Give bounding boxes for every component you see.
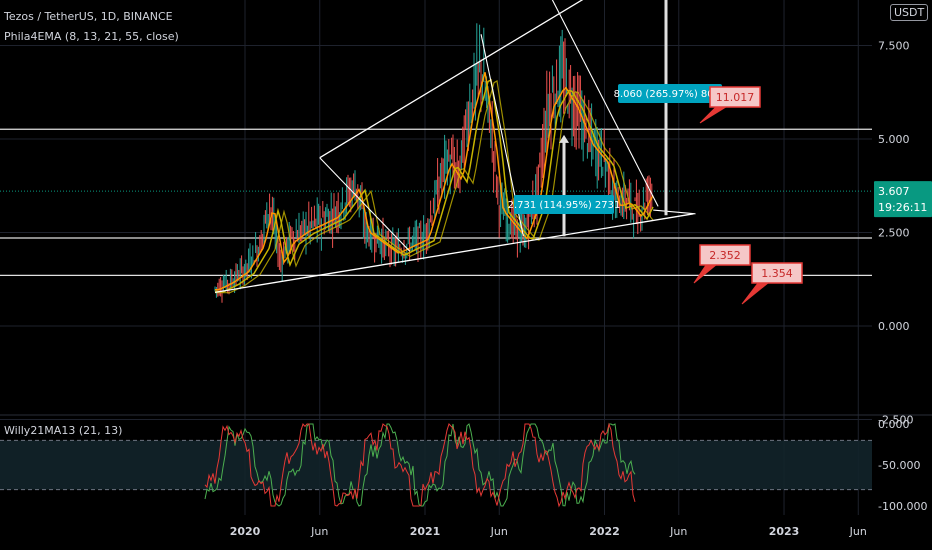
horizontal-levels: [0, 128, 872, 277]
oscillator-band: [0, 440, 872, 490]
trendline: [214, 213, 694, 293]
callout-label: 11.017: [716, 91, 755, 104]
x-tick-label: Jun: [490, 525, 508, 538]
measure-label-box: [618, 84, 722, 103]
callout-box: [699, 244, 751, 266]
oscillator-label: Willy21MA13 (21, 13): [4, 424, 123, 437]
osc-y-tick-label: -50.000: [878, 459, 920, 472]
y-tick-label: 5.000: [878, 133, 910, 146]
oscillator-signal-line: [204, 422, 636, 508]
measure-label: 2.731 (114.95%) 2731: [508, 200, 621, 211]
callout-pointer: [693, 264, 717, 284]
measure-arrowhead: [559, 134, 569, 143]
callout-box: [709, 86, 761, 108]
trendlines: [214, 0, 696, 293]
x-tick-label: 2020: [230, 525, 261, 538]
currency-badge[interactable]: USDT: [890, 4, 929, 21]
trendline: [551, 0, 659, 207]
y-tick-label: 7.500: [878, 40, 910, 53]
callout-label: 2.352: [709, 249, 741, 262]
ema-line: [215, 80, 654, 294]
x-tick-label: Jun: [310, 525, 328, 538]
ema-line: [215, 78, 654, 293]
annotations: 8.060 (265.97%) 8060 2.731 (114.95%) 2731…: [508, 0, 803, 305]
callout-label: 1.354: [761, 267, 793, 280]
osc-y-tick-label: 0.000: [878, 418, 910, 431]
x-tick-label: 2022: [589, 525, 620, 538]
osc-y-tick-label: -100.000: [878, 500, 927, 513]
symbol-title: Tezos / TetherUS, 1D, BINANCE: [4, 10, 173, 23]
x-tick-label: 2023: [769, 525, 800, 538]
y-tick-label: 0.000: [878, 320, 910, 333]
axes: 15.00012.50010.0007.5005.0002.5000.000-2…: [230, 40, 932, 538]
callout-pointer: [699, 106, 727, 124]
price-tag-value: 3.607: [878, 185, 910, 198]
measure-label: 8.060 (265.97%) 8060: [614, 89, 727, 100]
ema-lines: [215, 72, 654, 294]
trendline: [319, 0, 584, 159]
trendline: [653, 209, 696, 215]
trendline: [319, 157, 411, 252]
x-tick-label: Jun: [669, 525, 687, 538]
y-tick-label: 2.500: [878, 227, 910, 240]
price-tag-countdown: 19:26:11: [878, 201, 927, 214]
callout-pointer: [741, 282, 769, 305]
oscillator-pane: [0, 422, 872, 508]
x-tick-label: Jun: [849, 525, 867, 538]
price-tag: [874, 181, 932, 218]
measure-label-box: [514, 195, 614, 214]
callout-box: [751, 262, 803, 284]
x-tick-label: 2021: [410, 525, 441, 538]
indicator-label: Phila4EMA (8, 13, 21, 55, close): [4, 30, 179, 43]
y-tick-label: -2.500: [878, 414, 913, 427]
